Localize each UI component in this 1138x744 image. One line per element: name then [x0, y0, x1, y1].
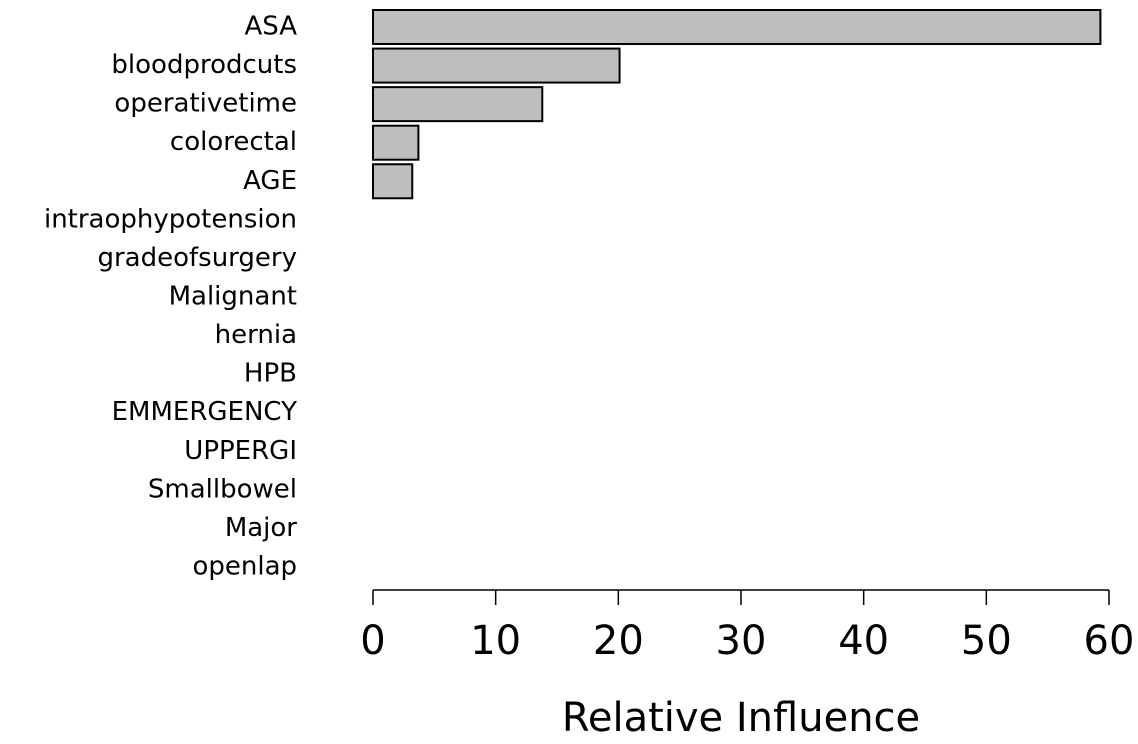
- y-tick-label: intraophypotension: [44, 204, 297, 234]
- x-tick-label: 10: [470, 618, 521, 664]
- bar: [372, 47, 621, 84]
- x-tick-label: 60: [1084, 618, 1135, 664]
- y-tick-label: AGE: [243, 166, 297, 196]
- bar: [372, 9, 1102, 45]
- y-tick-label: EMMERGENCY: [112, 397, 298, 427]
- bar: [372, 86, 544, 123]
- y-tick-label: openlap: [192, 551, 297, 581]
- y-tick-label: Major: [225, 513, 297, 543]
- y-tick-label: Smallbowel: [148, 474, 297, 504]
- x-tick-label: 30: [716, 618, 767, 664]
- y-tick-label: ASA: [244, 12, 297, 42]
- x-tick-label: 50: [961, 618, 1012, 664]
- y-tick-label: UPPERGI: [184, 436, 297, 466]
- x-tick-label: 0: [360, 618, 385, 664]
- bar: [372, 163, 414, 200]
- y-tick-label: HPB: [244, 359, 297, 389]
- x-tick-label: 20: [593, 618, 644, 664]
- y-tick-label: colorectal: [170, 127, 297, 157]
- y-tick-label: gradeofsurgery: [97, 243, 297, 273]
- y-tick-label: Malignant: [169, 281, 297, 311]
- y-tick-label: bloodprodcuts: [111, 50, 297, 80]
- y-tick-label: operativetime: [114, 89, 297, 119]
- x-tick-label: 40: [838, 618, 889, 664]
- bar: [372, 124, 420, 161]
- x-axis-title: Relative Influence: [562, 695, 920, 741]
- y-tick-label: hernia: [215, 320, 297, 350]
